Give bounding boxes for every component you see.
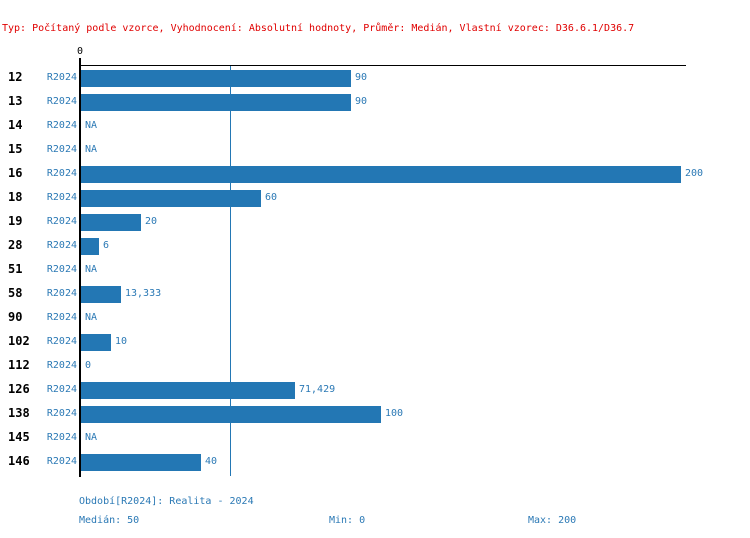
bar [81, 382, 295, 399]
median-reference-line [230, 66, 231, 476]
row-id-label: 90 [8, 310, 23, 324]
row-id-label: 16 [8, 166, 23, 180]
chart-row: 102 R2024 10 [0, 330, 750, 354]
chart-row: 146 R2024 40 [0, 450, 750, 474]
bar-value-label: 20 [145, 216, 158, 227]
chart-row: 145 R2024 NA [0, 426, 750, 450]
chart-row: 14 R2024 NA [0, 114, 750, 138]
bar [81, 166, 681, 183]
y-axis-line [79, 65, 81, 477]
bar-value-label: 90 [355, 72, 368, 83]
row-id-label: 14 [8, 118, 23, 132]
row-series-label: R2024 [46, 144, 77, 155]
row-id-label: 146 [8, 454, 30, 468]
period-label: Období[R2024]: Realita - 2024 [79, 496, 254, 507]
row-id-label: 15 [8, 142, 23, 156]
bar-value-label: NA [85, 312, 98, 323]
row-series-label: R2024 [46, 312, 77, 323]
chart-row: 112 R2024 0 [0, 354, 750, 378]
row-series-label: R2024 [46, 240, 77, 251]
row-id-label: 112 [8, 358, 30, 372]
chart-row: 15 R2024 NA [0, 138, 750, 162]
row-series-label: R2024 [46, 216, 77, 227]
x-axis-tick-mark [79, 58, 81, 65]
row-id-label: 126 [8, 382, 30, 396]
chart-row: 138 R2024 100 [0, 402, 750, 426]
bar [81, 406, 381, 423]
row-series-label: R2024 [46, 408, 77, 419]
row-series-label: R2024 [46, 456, 77, 467]
row-id-label: 58 [8, 286, 23, 300]
chart-row: 16 R2024 200 [0, 162, 750, 186]
bar-value-label: 6 [103, 240, 110, 251]
bar-value-label: NA [85, 144, 98, 155]
row-id-label: 19 [8, 214, 23, 228]
row-id-label: 138 [8, 406, 30, 420]
bar [81, 190, 261, 207]
bar-value-label: 200 [685, 168, 704, 179]
chart-row: 28 R2024 6 [0, 234, 750, 258]
chart-settings-header: Typ: Počítaný podle vzorce, Vyhodnocení:… [2, 23, 635, 34]
chart-row: 19 R2024 20 [0, 210, 750, 234]
chart-row: 12 R2024 90 [0, 66, 750, 90]
row-id-label: 102 [8, 334, 30, 348]
bar-value-label: 40 [205, 456, 218, 467]
max-stat-label: Max: 200 [528, 515, 577, 526]
row-series-label: R2024 [46, 72, 77, 83]
row-series-label: R2024 [46, 168, 77, 179]
x-axis-zero-tick-label: 0 [76, 46, 84, 57]
row-series-label: R2024 [46, 432, 77, 443]
chart-row: 13 R2024 90 [0, 90, 750, 114]
row-id-label: 12 [8, 70, 23, 84]
bar-value-label: 71,429 [299, 384, 336, 395]
bar [81, 334, 111, 351]
row-series-label: R2024 [46, 192, 77, 203]
chart-rows: 12 R2024 90 13 R2024 90 14 R2024 NA 15 R… [0, 66, 750, 474]
bar-value-label: 10 [115, 336, 128, 347]
min-stat-label: Min: 0 [329, 515, 366, 526]
chart-row: 51 R2024 NA [0, 258, 750, 282]
row-series-label: R2024 [46, 120, 77, 131]
bar-value-label: 0 [85, 360, 92, 371]
row-series-label: R2024 [46, 96, 77, 107]
bar [81, 286, 121, 303]
chart-row: 126 R2024 71,429 [0, 378, 750, 402]
row-id-label: 18 [8, 190, 23, 204]
row-series-label: R2024 [46, 360, 77, 371]
bar [81, 454, 201, 471]
x-axis-line [80, 65, 686, 66]
chart-row: 58 R2024 13,333 [0, 282, 750, 306]
chart-row: 18 R2024 60 [0, 186, 750, 210]
median-stat-label: Medián: 50 [79, 515, 140, 526]
bar-value-label: NA [85, 120, 98, 131]
row-series-label: R2024 [46, 336, 77, 347]
row-series-label: R2024 [46, 264, 77, 275]
row-id-label: 145 [8, 430, 30, 444]
bar-value-label: NA [85, 432, 98, 443]
bar [81, 70, 351, 87]
row-id-label: 28 [8, 238, 23, 252]
row-id-label: 13 [8, 94, 23, 108]
bar-value-label: NA [85, 264, 98, 275]
bar [81, 238, 99, 255]
row-series-label: R2024 [46, 384, 77, 395]
row-id-label: 51 [8, 262, 23, 276]
bar-value-label: 13,333 [125, 288, 162, 299]
bar-value-label: 60 [265, 192, 278, 203]
bar-value-label: 100 [385, 408, 404, 419]
row-series-label: R2024 [46, 288, 77, 299]
bar [81, 94, 351, 111]
bar-value-label: 90 [355, 96, 368, 107]
chart-row: 90 R2024 NA [0, 306, 750, 330]
bar [81, 214, 141, 231]
